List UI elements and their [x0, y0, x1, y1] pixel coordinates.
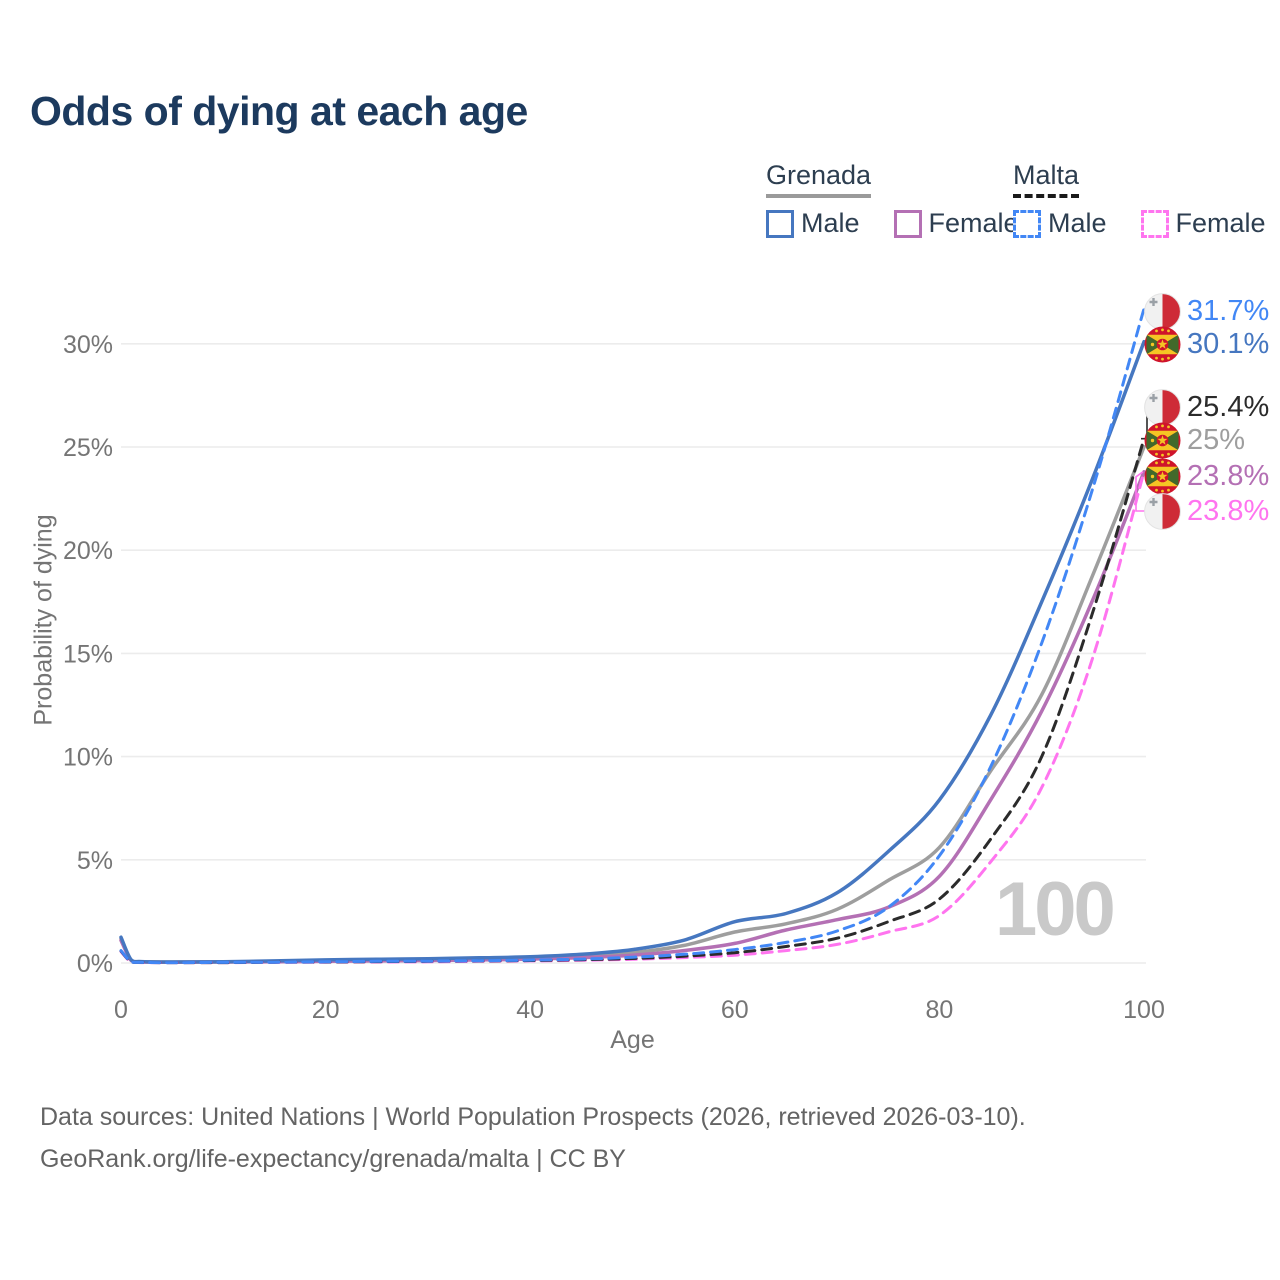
legend-row-malta: Male Female: [1013, 208, 1266, 239]
y-tick-label: 20%: [63, 537, 113, 565]
x-tick-label: 20: [312, 996, 340, 1024]
page-title: Odds of dying at each age: [30, 88, 528, 134]
hover-age-watermark: 100: [995, 867, 1116, 952]
footer-attribution: GeoRank.org/life-expectancy/grenada/malt…: [40, 1145, 626, 1173]
y-tick-label: 10%: [63, 744, 113, 772]
end-label-value: 25%: [1187, 423, 1246, 456]
end-label-malta-total: 25.4%: [1144, 388, 1270, 426]
end-label-connector-malta-female: [1135, 471, 1151, 512]
legend-group-title-grenada: Grenada: [766, 160, 872, 198]
grenada-flag-icon: [1144, 422, 1181, 458]
series-line-malta-male: [119, 307, 1146, 965]
y-axis-title: Probability of dying: [29, 514, 58, 726]
series-line-malta-total: [119, 437, 1146, 965]
legend-row-grenada: Male Female: [766, 208, 1019, 239]
end-label-value: 25.4%: [1187, 390, 1270, 423]
end-label-grenada-male: 30.1%: [1144, 326, 1269, 363]
legend-item-grenada-female[interactable]: Female: [893, 208, 1019, 239]
legend-group-title-malta: Malta: [1013, 160, 1080, 198]
grenada-male-swatch-icon: [766, 209, 794, 238]
y-tick-label: 30%: [63, 331, 113, 359]
malta-male-swatch-icon: [1013, 209, 1041, 238]
malta-flag-icon: [1144, 388, 1181, 426]
legend-item-label: Male: [1048, 208, 1107, 238]
legend-item-malta-female[interactable]: Female: [1140, 208, 1266, 239]
end-label-grenada-female: 23.8%: [1144, 458, 1269, 495]
series-line-grenada-male: [119, 339, 1146, 964]
legend-item-label: Female: [928, 208, 1019, 238]
malta-flag-icon: [1144, 292, 1181, 330]
x-axis-title: Age: [610, 1026, 655, 1054]
end-label-value: 30.1%: [1187, 327, 1270, 360]
end-label-grenada-total: 25%: [1144, 422, 1245, 459]
legend-item-label: Female: [1175, 208, 1266, 238]
y-tick-label: 25%: [63, 434, 113, 462]
legend-group-grenada: Grenada Male Female: [766, 160, 1019, 239]
x-tick-label: 0: [114, 996, 128, 1024]
end-label-value: 23.8%: [1187, 459, 1270, 492]
x-tick-label: 80: [925, 996, 953, 1024]
legend-item-label: Male: [801, 208, 860, 238]
x-tick-label: 40: [516, 996, 544, 1024]
grenada-flag-icon: [1144, 458, 1181, 494]
malta-female-swatch-icon: [1140, 209, 1169, 238]
legend-item-grenada-male[interactable]: Male: [766, 208, 860, 239]
y-tick-label: 0%: [77, 950, 113, 978]
legend-group-malta: Malta Male Female: [1013, 160, 1266, 239]
grenada-female-swatch-icon: [893, 209, 922, 238]
x-tick-label: 60: [721, 996, 749, 1024]
legend-item-malta-male[interactable]: Male: [1013, 208, 1107, 239]
y-tick-label: 15%: [63, 640, 113, 668]
footer: Data sources: United Nations | World Pop…: [40, 1096, 1026, 1180]
x-tick-label: 100: [1123, 996, 1165, 1024]
end-label-value: 23.8%: [1187, 494, 1270, 527]
series-line-grenada-total: [119, 445, 1146, 964]
malta-flag-icon: [1144, 492, 1181, 530]
footer-data-sources: Data sources: United Nations | World Pop…: [40, 1103, 1026, 1131]
end-label-malta-male: 31.7%: [1144, 292, 1270, 330]
grenada-flag-icon: [1144, 326, 1181, 362]
end-label-malta-female: 23.8%: [1144, 492, 1270, 530]
y-tick-label: 5%: [77, 847, 113, 875]
end-label-value: 31.7%: [1187, 294, 1270, 327]
